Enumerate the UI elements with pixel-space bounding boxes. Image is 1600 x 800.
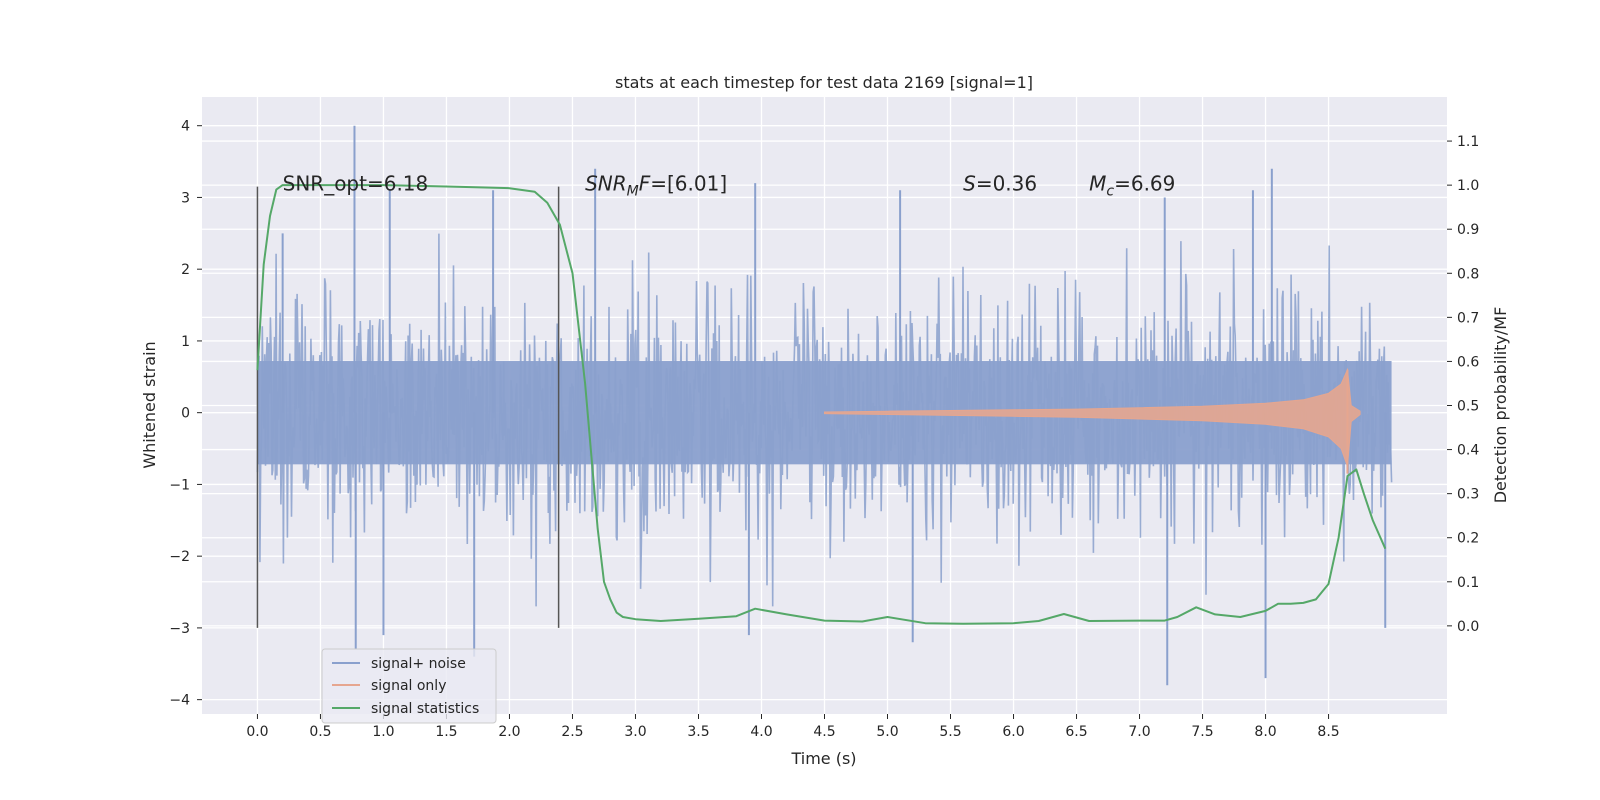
x-tick-label: 8.5 <box>1317 724 1339 740</box>
x-tick-label: 6.0 <box>1002 724 1024 740</box>
x-tick-label: 6.5 <box>1065 724 1087 740</box>
annotation-1: SNRMF=[6.01] <box>585 171 727 199</box>
y-axis-label: Whitened strain <box>140 341 159 468</box>
x-tick-label: 0.0 <box>246 724 268 740</box>
y-tick-label: 4 <box>181 119 190 135</box>
y-tick-label: 3 <box>181 190 190 206</box>
y-tick-label: −2 <box>169 549 190 565</box>
chart-title: stats at each timestep for test data 216… <box>615 73 1033 92</box>
y2-tick-label: 1.0 <box>1457 178 1479 194</box>
y-tick-label: −4 <box>169 693 190 709</box>
x-tick-label: 2.0 <box>498 724 520 740</box>
y2-tick-label: 0.2 <box>1457 531 1479 547</box>
x-tick-label: 1.5 <box>435 724 457 740</box>
x-tick-label: 7.0 <box>1128 724 1150 740</box>
y-tick-label: −1 <box>169 477 190 493</box>
legend-label-signal-noise: signal+ noise <box>371 656 466 672</box>
x-tick-label: 3.0 <box>624 724 646 740</box>
legend-label-signal-only: signal only <box>371 678 446 694</box>
y2-tick-label: 0.5 <box>1457 399 1479 415</box>
x-axis-label: Time (s) <box>790 749 856 768</box>
y-tick-label: −3 <box>169 621 190 637</box>
statistics-line <box>256 184 1387 625</box>
annotation-2: S=0.36 <box>963 171 1037 195</box>
x-tick-label: 8.0 <box>1254 724 1276 740</box>
signal-only-series <box>824 367 1361 474</box>
y2-tick-label: 0.9 <box>1457 222 1479 238</box>
y2-tick-label: 0.0 <box>1457 619 1479 635</box>
x-tick-label: 1.0 <box>372 724 394 740</box>
y2-tick-label: 0.3 <box>1457 487 1479 503</box>
vertical-markers <box>256 186 560 628</box>
legend: signal+ noise signal only signal statist… <box>321 648 497 724</box>
signal-statistics-series <box>256 184 1387 625</box>
x-tick-label: 7.5 <box>1191 724 1213 740</box>
x-tick-label: 5.0 <box>876 724 898 740</box>
y2-tick-label: 1.1 <box>1457 134 1479 150</box>
annotation-3: Mc=6.69 <box>1089 171 1175 199</box>
y2-tick-label: 0.1 <box>1457 575 1479 591</box>
y-tick-label: 2 <box>181 262 190 278</box>
y-tick-label: 0 <box>181 406 190 422</box>
y-tick-label: 1 <box>181 334 190 350</box>
x-tick-label: 4.0 <box>750 724 772 740</box>
legend-label-signal-statistics: signal statistics <box>371 701 479 717</box>
y2-tick-label: 0.8 <box>1457 266 1479 282</box>
y2-tick-label: 0.7 <box>1457 310 1479 326</box>
x-tick-label: 0.5 <box>309 724 331 740</box>
axes-ticks: 0.0 0.5 1.0 1.5 2.0 2.5 3.0 3.5 4.0 4.5 5.0 5.5 6.0 6… <box>169 119 1479 740</box>
legend-box <box>321 648 497 724</box>
x-tick-label: 2.5 <box>561 724 583 740</box>
y2-axis-label: Detection probability/MF <box>1491 307 1510 504</box>
annotations: SNR_opt=6.18 SNRMF=[6.01] S=0.36 Mc=6.69 <box>283 171 1176 199</box>
x-tick-label: 5.5 <box>939 724 961 740</box>
annotation-0: SNR_opt=6.18 <box>283 171 429 195</box>
y2-tick-label: 0.4 <box>1457 443 1479 459</box>
x-tick-label: 3.5 <box>687 724 709 740</box>
signal-envelope <box>824 367 1361 467</box>
x-tick-label: 4.5 <box>813 724 835 740</box>
y2-tick-label: 0.6 <box>1457 354 1479 370</box>
